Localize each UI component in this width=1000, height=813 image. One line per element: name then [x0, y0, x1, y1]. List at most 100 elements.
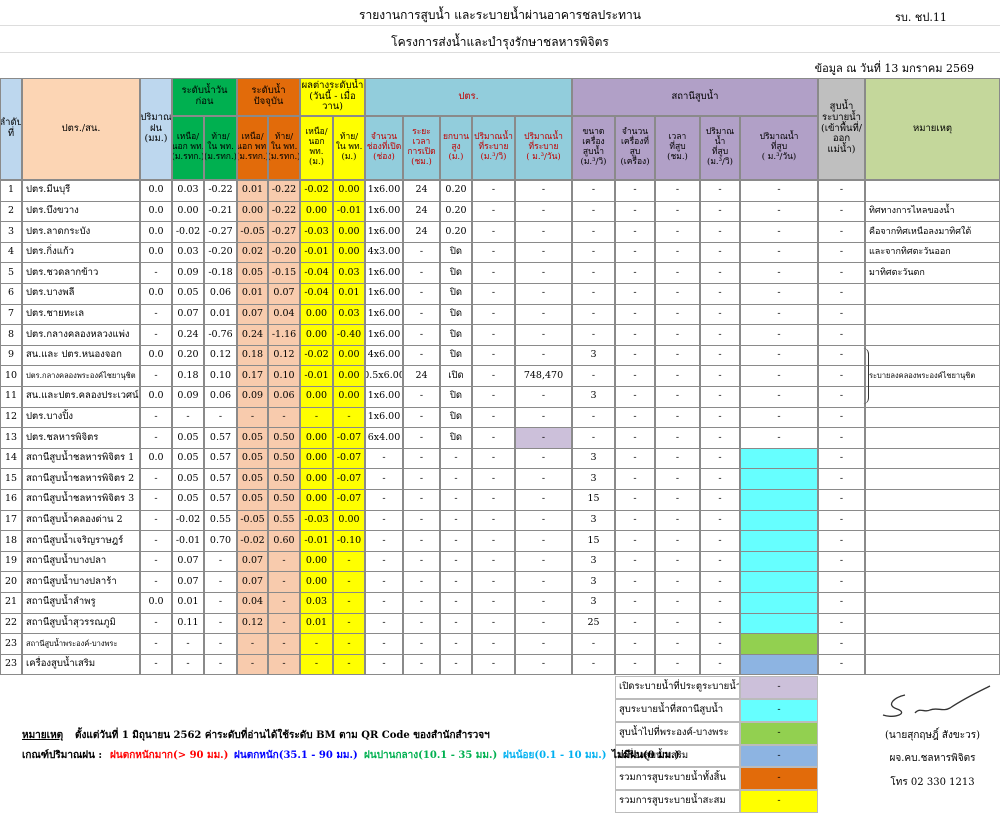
cell: 14: [0, 447, 22, 470]
cell: -0.76: [204, 324, 237, 346]
cell: 0.00: [300, 200, 333, 223]
header-cell: หมายเหตุ: [865, 78, 1000, 180]
cell: -: [740, 221, 818, 243]
cell: -: [818, 633, 865, 655]
cell: -: [515, 612, 572, 635]
cell: -: [472, 303, 515, 326]
cell: 1x6.00: [365, 283, 403, 305]
cell: ปิด: [440, 262, 472, 284]
cell: 8: [0, 324, 22, 346]
cell: [740, 571, 818, 593]
cell: -: [300, 406, 333, 429]
header-group: สถานีสูบน้ำ: [572, 78, 818, 116]
remark-text: ตั้งแต่วันที่ 1 มิถุนายน 2562 ค่าระดับที…: [75, 730, 490, 741]
cell: -: [333, 612, 365, 635]
cell: -1.16: [268, 324, 300, 346]
legend-label: สูบน้ำไปที่พระองค์-บางพระ: [615, 721, 740, 745]
cell: 0.00: [300, 571, 333, 593]
station-name: เครื่องสูบน้ำเสริม: [22, 653, 140, 676]
cell: -: [615, 612, 655, 635]
cell: 0.05: [172, 447, 204, 470]
cell: -: [615, 592, 655, 614]
cell: [740, 509, 818, 532]
cell: 0.12: [204, 344, 237, 367]
cell: 1: [0, 180, 22, 202]
cell: 1x6.00: [365, 406, 403, 429]
cell: -: [615, 200, 655, 223]
cell: ปิด: [440, 324, 472, 346]
remark-label: หมายเหตุ: [22, 730, 64, 741]
cell: -: [655, 365, 700, 387]
cell: 0.01: [172, 592, 204, 614]
cell: 3: [572, 386, 615, 408]
cell: -: [655, 283, 700, 305]
note-bracket: [862, 347, 869, 404]
cell: -: [237, 406, 268, 429]
cell: 4: [0, 241, 22, 264]
cell: -: [740, 303, 818, 326]
cell: 0.70: [204, 530, 237, 552]
cell: 5: [0, 262, 22, 284]
cell: 0.03: [300, 592, 333, 614]
cell: -: [403, 324, 440, 346]
cell: [740, 447, 818, 470]
cell: -: [403, 653, 440, 676]
cell: -: [472, 571, 515, 593]
rain-level: ฝนปานกลาง(10.1 - 35 มม.): [364, 750, 498, 761]
station-name: สถานีสูบน้ำบางปลาร้า: [22, 571, 140, 593]
cell: -: [268, 633, 300, 655]
cell: -: [140, 633, 172, 655]
cell: 0.05: [172, 468, 204, 490]
cell: -: [700, 592, 740, 614]
station-name: สถานีสูบน้ำพระองค์-บางพระ: [22, 633, 140, 655]
cell: -: [700, 633, 740, 655]
cell: -: [365, 653, 403, 676]
cell: 0.05: [172, 283, 204, 305]
cell: -: [515, 653, 572, 676]
cell: -: [204, 571, 237, 593]
cell: -0.01: [333, 200, 365, 223]
cell: 0.12: [268, 344, 300, 367]
cell: -: [572, 180, 615, 202]
legend-label: เปิดระบายน้ำที่ประตูระบายน้ำ: [615, 676, 740, 700]
cell: ปิด: [440, 283, 472, 305]
cell: 0.07: [237, 550, 268, 573]
cell: -0.04: [300, 283, 333, 305]
cell: [740, 633, 818, 655]
cell: 0.05: [237, 468, 268, 490]
cell: -: [615, 344, 655, 367]
cell: -: [440, 530, 472, 552]
rule: [0, 52, 1000, 53]
cell: -: [615, 427, 655, 449]
header-group: ระดับน้ำวันก่อน: [172, 78, 237, 116]
cell: -: [615, 262, 655, 284]
cell: -: [333, 592, 365, 614]
cell: -: [615, 633, 655, 655]
cell: -: [655, 633, 700, 655]
cell: -: [440, 653, 472, 676]
cell: -: [655, 468, 700, 490]
cell: 0.0: [140, 592, 172, 614]
cell: 23: [0, 633, 22, 655]
cell: ปิด: [440, 241, 472, 264]
cell: -: [403, 592, 440, 614]
cell: -: [403, 509, 440, 532]
cell: 0.20: [440, 180, 472, 202]
cell: 0.00: [300, 489, 333, 511]
cell: -: [515, 283, 572, 305]
cell: 23: [0, 653, 22, 676]
rain-level: ฝนน้อย(0.1 - 10 มม.): [503, 750, 607, 761]
cell: -0.27: [204, 221, 237, 243]
cell: 0.00: [333, 509, 365, 532]
header-cell: ท้าย/ ใน พท. (ม.รทก.): [204, 116, 237, 180]
cell: 0.50: [268, 447, 300, 470]
cell: -: [818, 530, 865, 552]
cell: -: [472, 612, 515, 635]
cell: -: [268, 612, 300, 635]
cell: -: [615, 386, 655, 408]
cell: -0.07: [333, 489, 365, 511]
station-name: ปตร.ชลหารพิจิตร: [22, 427, 140, 449]
cell: 0.55: [204, 509, 237, 532]
cell: 19: [0, 550, 22, 573]
